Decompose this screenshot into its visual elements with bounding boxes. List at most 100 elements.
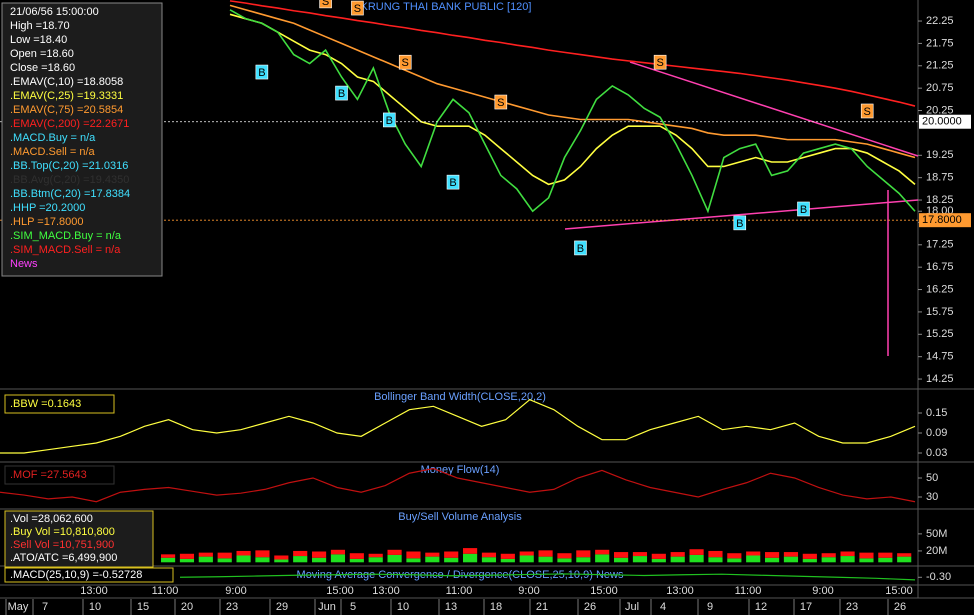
volume-bar — [632, 552, 648, 557]
series-line — [229, 4, 916, 159]
y-tick-label: 17.25 — [926, 239, 954, 251]
volume-bar — [557, 553, 572, 559]
info-line: .MACD.Sell = n/a — [10, 146, 96, 158]
signal-label: B — [338, 88, 345, 100]
signal-label: S — [864, 106, 871, 118]
volume-bar — [746, 555, 761, 563]
y-tick-label: 18.75 — [926, 172, 954, 184]
y-tick-label: 15.25 — [926, 328, 954, 340]
x-date-label: 15 — [137, 601, 149, 613]
info-line: 21/06/56 15:00:00 — [10, 6, 99, 18]
x-date-label: 13 — [445, 601, 457, 613]
volume-bar — [444, 551, 459, 558]
volume-bar — [425, 552, 440, 557]
x-date-label: 17 — [800, 601, 812, 613]
volume-bar — [821, 557, 836, 563]
signal-marker — [574, 240, 587, 256]
signal-marker — [733, 215, 747, 231]
plots — [0, 0, 918, 581]
series-line — [229, 0, 916, 107]
y-tick-label: 15.75 — [926, 306, 954, 318]
volume-bar — [840, 556, 855, 563]
signal-marker — [351, 0, 364, 16]
price-box-label: 20.0000 — [922, 116, 962, 128]
x-date-label: 29 — [276, 601, 288, 613]
info-line: Close =18.60 — [10, 62, 75, 74]
volume-bar — [765, 557, 780, 563]
price-box — [919, 213, 971, 228]
y-tick-label: -0.30 — [926, 571, 951, 583]
info-line: .SIM_MACD.Sell = n/a — [10, 244, 121, 256]
signal-marker — [797, 201, 810, 217]
volume-bar — [330, 554, 346, 563]
x-date-label: 23 — [226, 601, 238, 613]
signal-label: B — [258, 67, 265, 79]
volume-bar — [557, 558, 572, 563]
volume-bar — [689, 549, 704, 555]
series-line — [229, 9, 916, 214]
y-tick-label: 20M — [926, 545, 947, 557]
y-tick-label: 14.25 — [926, 373, 954, 385]
volume-bar — [349, 558, 364, 563]
signal-label: S — [497, 97, 504, 109]
volume-bar — [708, 550, 723, 558]
volume-bar — [425, 556, 440, 563]
x-time-label: 9:00 — [225, 585, 246, 597]
volume-bar — [463, 548, 478, 554]
volume-bar — [859, 558, 874, 563]
info-line: .HHP =20.2000 — [10, 202, 85, 214]
volume-bar — [821, 553, 836, 558]
mof-label: .MOF =27.5643 — [10, 469, 87, 481]
x-time-label: 11:00 — [446, 585, 473, 597]
signal-label: S — [656, 57, 663, 69]
price-box-label: 17.8000 — [922, 214, 962, 226]
x-date-label: 10 — [89, 601, 101, 613]
y-tick-label: 50M — [926, 528, 947, 540]
y-tick-label: 0.09 — [926, 427, 947, 439]
volume-bar — [538, 550, 553, 557]
volume-bar — [179, 553, 195, 559]
volume-bar — [481, 552, 497, 558]
y-tick-label: 0.15 — [926, 407, 947, 419]
volume-bar — [689, 554, 704, 563]
volume-bar — [217, 558, 232, 563]
volume-bar — [274, 559, 289, 563]
volume-bar — [708, 557, 723, 563]
volume-bar — [897, 556, 912, 563]
panel-title: Buy/Sell Volume Analysis — [398, 511, 522, 523]
macd-box — [4, 567, 174, 583]
x-time-label: 13:00 — [666, 585, 694, 597]
volume-bar — [406, 558, 421, 563]
y-tick-label: 14.75 — [926, 351, 954, 363]
series-line — [0, 467, 916, 503]
x-date-label: 4 — [660, 601, 666, 613]
volume-bar — [519, 555, 534, 563]
signal-marker — [494, 94, 508, 110]
volume-label: .Buy Vol =10,810,800 — [10, 526, 115, 538]
signal-marker — [398, 54, 412, 70]
signal-marker — [383, 112, 396, 128]
volume-bar — [840, 551, 855, 557]
volume-bar — [330, 549, 346, 555]
x-date-label: 12 — [755, 601, 767, 613]
x-date-label: 9 — [707, 601, 713, 613]
signal-label: S — [402, 57, 409, 69]
info-line: .EMAV(C,25) =19.3331 — [10, 90, 123, 102]
info-line: Open =18.60 — [10, 48, 74, 60]
y-tick-label: 30 — [926, 491, 938, 503]
x-date-label: 26 — [894, 601, 906, 613]
x-date-label: 5 — [350, 601, 356, 613]
volume-bar — [161, 554, 176, 558]
volume-bar — [632, 556, 648, 563]
volume-bar — [878, 557, 893, 563]
series-line — [0, 398, 916, 454]
y-tick-label: 16.75 — [926, 261, 954, 273]
x-time-label: 15:00 — [326, 585, 354, 597]
volume-bar — [217, 552, 232, 559]
x-time-label: 11:00 — [152, 585, 179, 597]
volume-bar — [614, 552, 629, 558]
volume-bar — [651, 553, 666, 559]
bbw-label: .BBW =0.1643 — [10, 398, 81, 410]
x-date-label: 26 — [584, 601, 596, 613]
